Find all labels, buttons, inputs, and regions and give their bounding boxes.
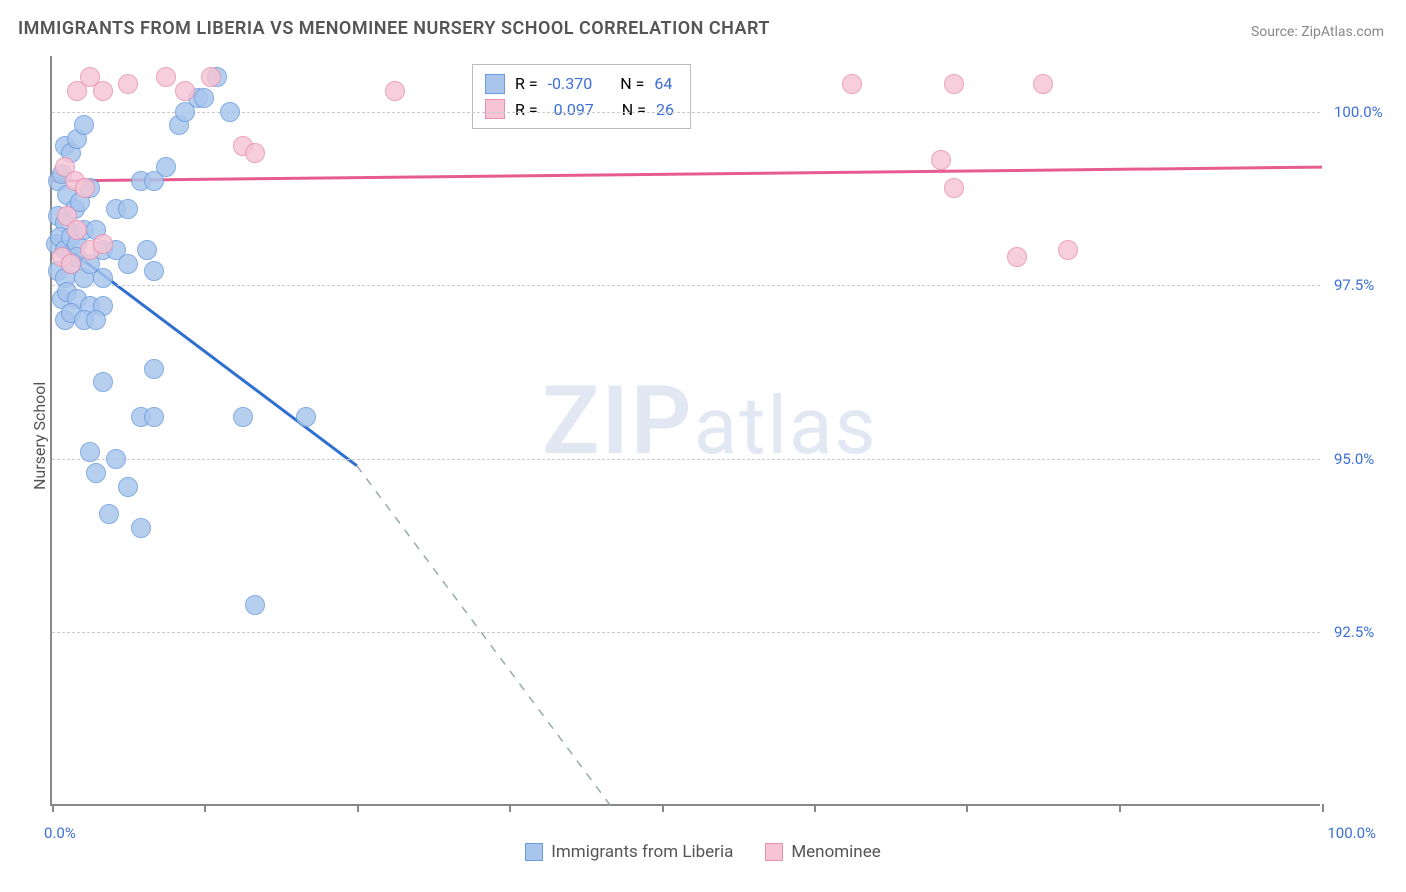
data-point: [1033, 74, 1053, 94]
swatch-series-a: [485, 74, 505, 94]
legend-r-label: R =: [515, 97, 538, 123]
bottom-legend-label-b: Menominee: [791, 842, 880, 862]
correlation-legend: R = -0.370 N = 64 R = 0.097 N = 26: [472, 64, 691, 129]
trend-lines-layer: [52, 56, 1322, 806]
source-attribution: Source: ZipAtlas.com: [1251, 24, 1384, 40]
legend-n-value-a: 64: [654, 71, 672, 97]
data-point: [144, 359, 164, 379]
y-axis-label: Nursery School: [30, 382, 49, 490]
data-point: [944, 178, 964, 198]
swatch-bottom-b: [765, 843, 783, 861]
data-point: [156, 67, 176, 87]
x-tick: [966, 804, 968, 812]
gridline: [52, 285, 1320, 286]
legend-n-value-b: 26: [656, 97, 674, 123]
legend-n-label: N =: [622, 97, 646, 123]
data-point: [144, 261, 164, 281]
data-point: [86, 463, 106, 483]
data-point: [99, 504, 119, 524]
x-tick: [814, 804, 816, 812]
data-point: [220, 102, 240, 122]
y-tick-label: 97.5%: [1334, 276, 1374, 294]
data-point: [106, 449, 126, 469]
x-tick: [52, 804, 54, 812]
data-point: [156, 157, 176, 177]
legend-n-label: N =: [620, 71, 644, 97]
data-point: [245, 595, 265, 615]
data-point: [118, 199, 138, 219]
data-point: [93, 234, 113, 254]
data-point: [118, 74, 138, 94]
bottom-legend: Immigrants from Liberia Menominee: [0, 820, 1406, 884]
gridline: [52, 112, 1320, 113]
chart-title: IMMIGRANTS FROM LIBERIA VS MENOMINEE NUR…: [18, 18, 770, 39]
x-tick: [1119, 804, 1121, 812]
chart-container: IMMIGRANTS FROM LIBERIA VS MENOMINEE NUR…: [0, 0, 1406, 892]
data-point: [144, 407, 164, 427]
x-tick: [1322, 804, 1324, 812]
data-point: [245, 143, 265, 163]
data-point: [931, 150, 951, 170]
swatch-bottom-a: [525, 843, 543, 861]
data-point: [93, 268, 113, 288]
swatch-series-b: [485, 99, 505, 119]
legend-row-series-a: R = -0.370 N = 64: [485, 71, 674, 97]
bottom-legend-label-a: Immigrants from Liberia: [551, 842, 733, 862]
data-point: [61, 254, 81, 274]
trend-line: [52, 167, 1322, 181]
bottom-legend-item-a: Immigrants from Liberia: [525, 820, 733, 884]
data-point: [385, 81, 405, 101]
data-point: [93, 372, 113, 392]
gridline: [52, 632, 1320, 633]
legend-r-label: R =: [515, 71, 538, 97]
x-tick: [509, 804, 511, 812]
watermark: ZIPatlas: [542, 366, 878, 477]
data-point: [118, 254, 138, 274]
legend-r-value-a: -0.370: [548, 71, 593, 97]
data-point: [944, 74, 964, 94]
bottom-legend-item-b: Menominee: [765, 820, 880, 884]
gridline: [52, 459, 1320, 460]
data-point: [118, 477, 138, 497]
data-point: [75, 178, 95, 198]
legend-r-value-b: 0.097: [548, 97, 594, 123]
legend-row-series-b: R = 0.097 N = 26: [485, 97, 674, 123]
x-tick: [204, 804, 206, 812]
data-point: [194, 88, 214, 108]
y-tick-label: 95.0%: [1334, 450, 1374, 468]
data-point: [1058, 240, 1078, 260]
data-point: [201, 67, 221, 87]
data-point: [137, 240, 157, 260]
data-point: [74, 115, 94, 135]
data-point: [175, 81, 195, 101]
data-point: [80, 442, 100, 462]
data-point: [296, 407, 316, 427]
data-point: [131, 518, 151, 538]
watermark-text-a: ZIP: [542, 366, 694, 477]
data-point: [93, 81, 113, 101]
y-tick-label: 100.0%: [1334, 103, 1383, 121]
plot-area: ZIPatlas R = -0.370 N = 64 R = 0.097 N =…: [50, 56, 1320, 806]
data-point: [233, 407, 253, 427]
x-tick: [662, 804, 664, 812]
data-point: [1007, 247, 1027, 267]
trend-line: [357, 466, 611, 806]
y-tick-label: 92.5%: [1334, 623, 1374, 641]
x-tick: [357, 804, 359, 812]
data-point: [67, 220, 87, 240]
data-point: [86, 310, 106, 330]
data-point: [842, 74, 862, 94]
